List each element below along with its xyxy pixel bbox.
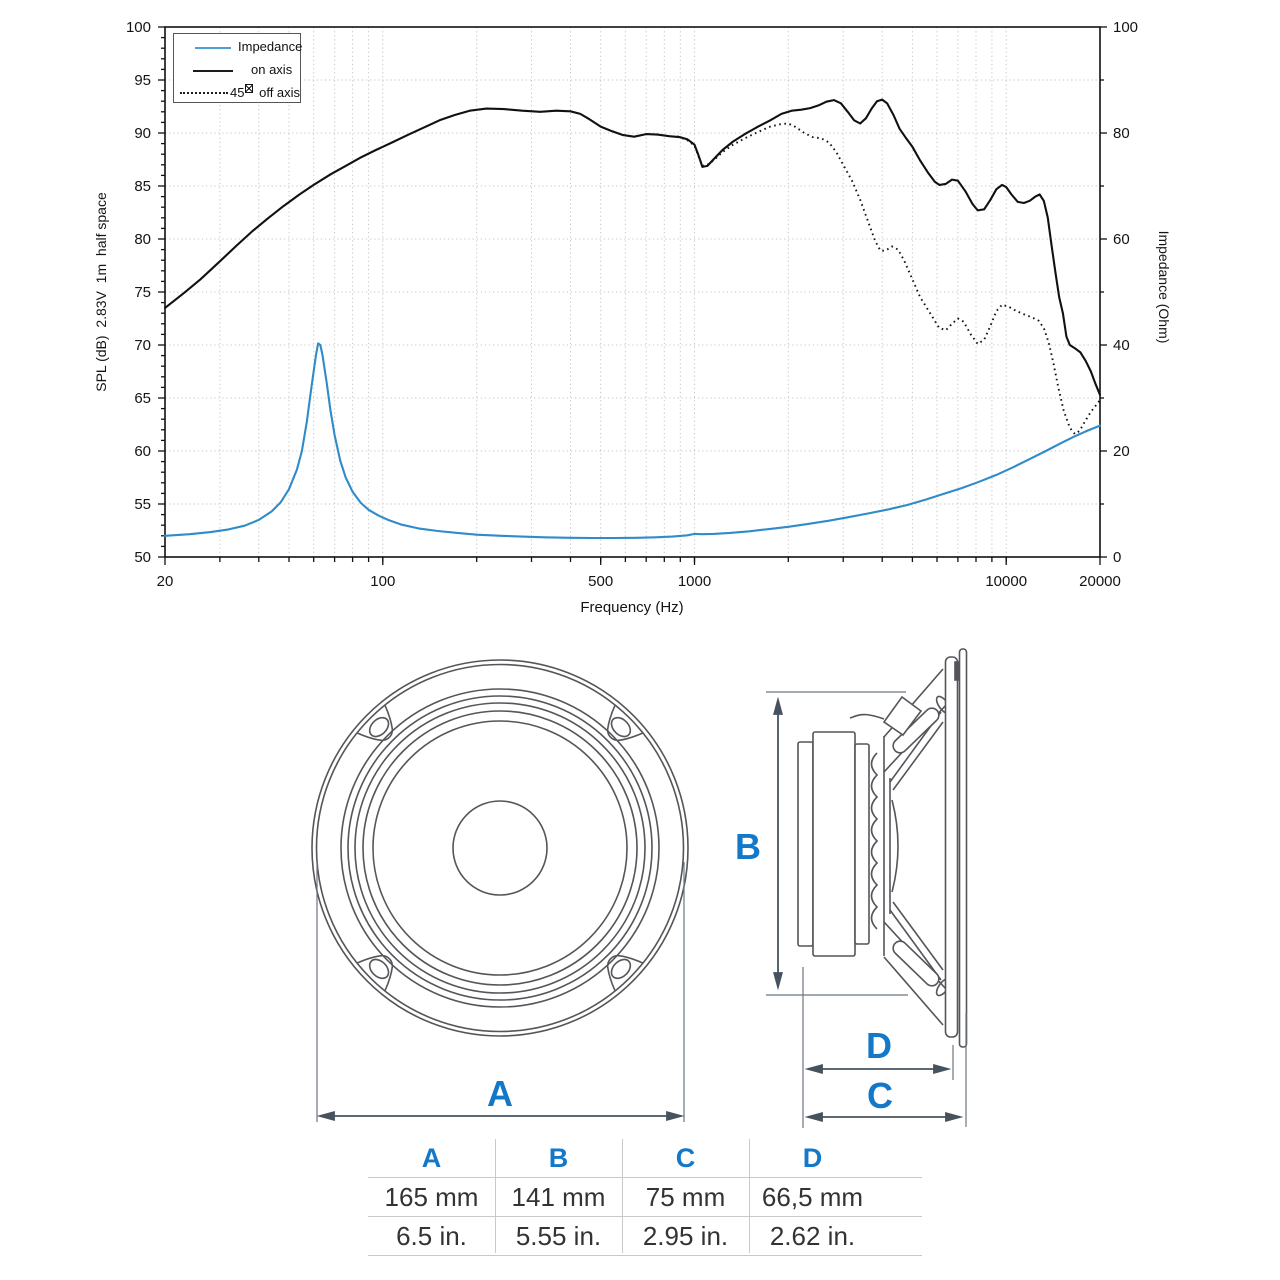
y-right-tick-label: 80	[1113, 125, 1130, 142]
speaker-side-view	[797, 648, 968, 1048]
x-tick-label: 1000	[678, 573, 711, 590]
table-cell: 2.95 in.	[642, 1221, 729, 1251]
x-tick-label: 20	[157, 573, 174, 590]
dust-cap	[452, 800, 548, 896]
legend-impedance-line-sample	[195, 47, 231, 49]
voice-coil-profile	[891, 799, 899, 893]
dimension-label-a: A	[487, 1073, 513, 1114]
y-left-tick-label: 90	[134, 125, 151, 142]
y-left-tick-label: 50	[134, 549, 151, 566]
chart-grid	[165, 27, 1100, 557]
legend-off-axis-prefix: 45	[230, 85, 245, 100]
mounting-ear-bottom-left	[357, 954, 394, 991]
table-cell: 6.5 in.	[396, 1221, 467, 1251]
mounting-ear-top-left	[357, 705, 394, 742]
y-left-tick-label: 85	[134, 178, 151, 195]
spider-corrugations	[870, 752, 879, 930]
dimension-table: A B C D 165 mm 141 mm 75 mm 66,5 mm 6.5 …	[368, 1139, 922, 1256]
legend-on-axis-label: on axis	[251, 62, 293, 77]
table-cell: 5.55 in.	[515, 1221, 602, 1251]
speaker-dimension-diagram: A B D C	[311, 648, 968, 1128]
dimension-label-c: C	[867, 1075, 893, 1116]
table-header-row: A B C D	[368, 1139, 922, 1178]
table-divider	[622, 1139, 623, 1253]
table-row-inches: 6.5 in. 5.55 in. 2.95 in. 2.62 in.	[368, 1217, 922, 1256]
y-left-tick-label: 65	[134, 390, 151, 407]
legend-on-axis-line-sample	[193, 70, 233, 72]
y-right-tick-label: 40	[1113, 337, 1130, 354]
table-divider	[495, 1139, 496, 1253]
y-left-tick-label: 70	[134, 337, 151, 354]
legend-off-axis-line-sample	[180, 92, 228, 94]
missing-glyph-box-icon	[245, 84, 254, 93]
terminal-block	[882, 695, 923, 737]
table-cell: 66,5 mm	[761, 1182, 864, 1212]
legend-off-axis-label: 45 off axis	[230, 84, 300, 100]
dimension-label-b: B	[735, 826, 761, 867]
y-right-tick-label: 60	[1113, 231, 1130, 248]
table-header-c: C	[675, 1143, 696, 1173]
table-cell: 141 mm	[511, 1182, 606, 1212]
y-left-tick-label: 75	[134, 284, 151, 301]
magnet-front-plate	[854, 743, 870, 945]
axis-ticks	[158, 26, 1107, 565]
y-left-tick-label: 55	[134, 496, 151, 513]
speaker-front-view	[311, 659, 689, 1037]
x-tick-label: 500	[588, 573, 613, 590]
mounting-ear-bottom-right	[606, 954, 643, 991]
y-right-tick-label: 0	[1113, 549, 1121, 566]
series-impedance	[163, 342, 1102, 540]
mounting-flange	[944, 656, 959, 1038]
y-right-tick-label: 100	[1113, 19, 1138, 36]
series-on-axis	[163, 98, 1102, 396]
magnet-back-plate	[797, 741, 814, 947]
y-left-tick-label: 60	[134, 443, 151, 460]
x-tick-label: 100	[370, 573, 395, 590]
x-tick-label: 10000	[985, 573, 1027, 590]
dimension-annotations: A B D C	[316, 691, 967, 1128]
table-header-b: B	[548, 1143, 569, 1173]
x-tick-label: 20000	[1079, 573, 1121, 590]
magnet	[812, 731, 856, 957]
table-row-mm: 165 mm 141 mm 75 mm 66,5 mm	[368, 1178, 922, 1217]
y-left-tick-label: 100	[126, 19, 151, 36]
basket-arms	[883, 668, 947, 1026]
x-axis-title: Frequency (Hz)	[580, 599, 683, 616]
left-axis-title: SPL (dB) 2.83V 1m half space	[93, 192, 109, 392]
mounting-ear-top-right	[606, 705, 643, 742]
basket-slot-bottom	[892, 940, 940, 987]
right-axis-title: Impedance (Ohm)	[1156, 230, 1172, 344]
legend-off-axis-suffix: off axis	[259, 85, 301, 100]
legend-impedance-label: Impedance	[238, 39, 303, 54]
table-header-a: A	[421, 1143, 442, 1173]
terminal-wire	[849, 713, 885, 720]
dimension-arrows	[316, 696, 964, 1122]
gasket-edge	[958, 648, 968, 1048]
series-45-off-axis	[676, 122, 1101, 435]
table-cell: 2.62 in.	[769, 1221, 856, 1251]
table-header-d: D	[802, 1143, 823, 1173]
cone	[889, 711, 944, 981]
table-divider	[749, 1139, 750, 1253]
y-left-tick-label: 95	[134, 72, 151, 89]
chart-legend: Impedance on axis 45 off axis	[173, 33, 303, 103]
y-right-tick-label: 20	[1113, 443, 1130, 460]
table-cell: 165 mm	[384, 1182, 479, 1212]
y-left-tick-label: 80	[134, 231, 151, 248]
extension-lines	[316, 691, 967, 1128]
table-cell: 75 mm	[645, 1182, 726, 1212]
dimension-label-d: D	[866, 1025, 892, 1066]
